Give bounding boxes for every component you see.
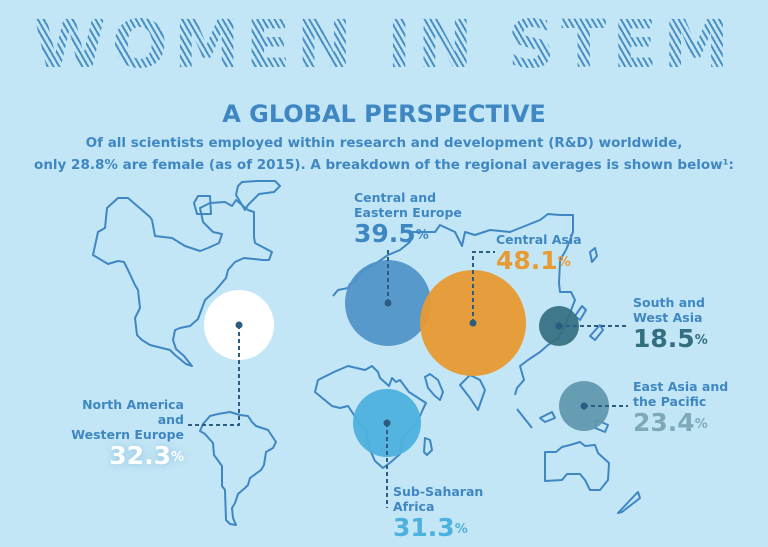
region-name: West Asia xyxy=(633,310,703,325)
bubble-center-dots xyxy=(235,299,588,427)
label-sub-saharan-africa: Sub-Saharan Africa 31.3% xyxy=(393,484,483,542)
region-value: 48.1% xyxy=(496,246,571,275)
region-name: Africa xyxy=(393,499,435,514)
title-text: WOMEN IN STEM xyxy=(33,6,735,83)
region-name: the Pacific xyxy=(633,394,707,409)
region-value: 23.4% xyxy=(633,408,708,437)
region-name: Eastern Europe xyxy=(354,205,462,220)
region-name: North America and xyxy=(82,397,184,427)
region-name: Central Asia xyxy=(496,232,582,247)
region-value: 31.3% xyxy=(393,513,468,542)
intro-line-2: only 28.8% are female (as of 2015). A br… xyxy=(34,157,734,173)
label-east-asia-pacific: East Asia and the Pacific 23.4% xyxy=(633,379,728,437)
intro-text: Of all scientists employed within resear… xyxy=(0,132,768,176)
infographic-title: WOMEN IN STEM xyxy=(0,4,768,86)
region-value: 39.5% xyxy=(354,219,429,248)
region-name: East Asia and xyxy=(633,379,729,394)
region-name: Central and xyxy=(354,190,437,205)
label-south-west-asia: South and West Asia 18.5% xyxy=(633,295,708,353)
leader-lines xyxy=(188,250,628,508)
label-central-asia: Central Asia 48.1% xyxy=(496,232,582,275)
intro-line-1: Of all scientists employed within resear… xyxy=(85,135,683,151)
label-central-eastern-europe: Central and Eastern Europe 39.5% xyxy=(354,190,462,248)
region-value: 32.3% xyxy=(109,441,184,470)
region-name: South and xyxy=(633,295,705,310)
infographic-subtitle: A GLOBAL PERSPECTIVE xyxy=(222,100,546,128)
region-name: Western Europe xyxy=(71,427,184,442)
region-name: Sub-Saharan xyxy=(393,484,484,499)
region-value: 18.5% xyxy=(633,324,708,353)
label-north-america-western-europe: North America and Western Europe 32.3% xyxy=(54,397,184,470)
